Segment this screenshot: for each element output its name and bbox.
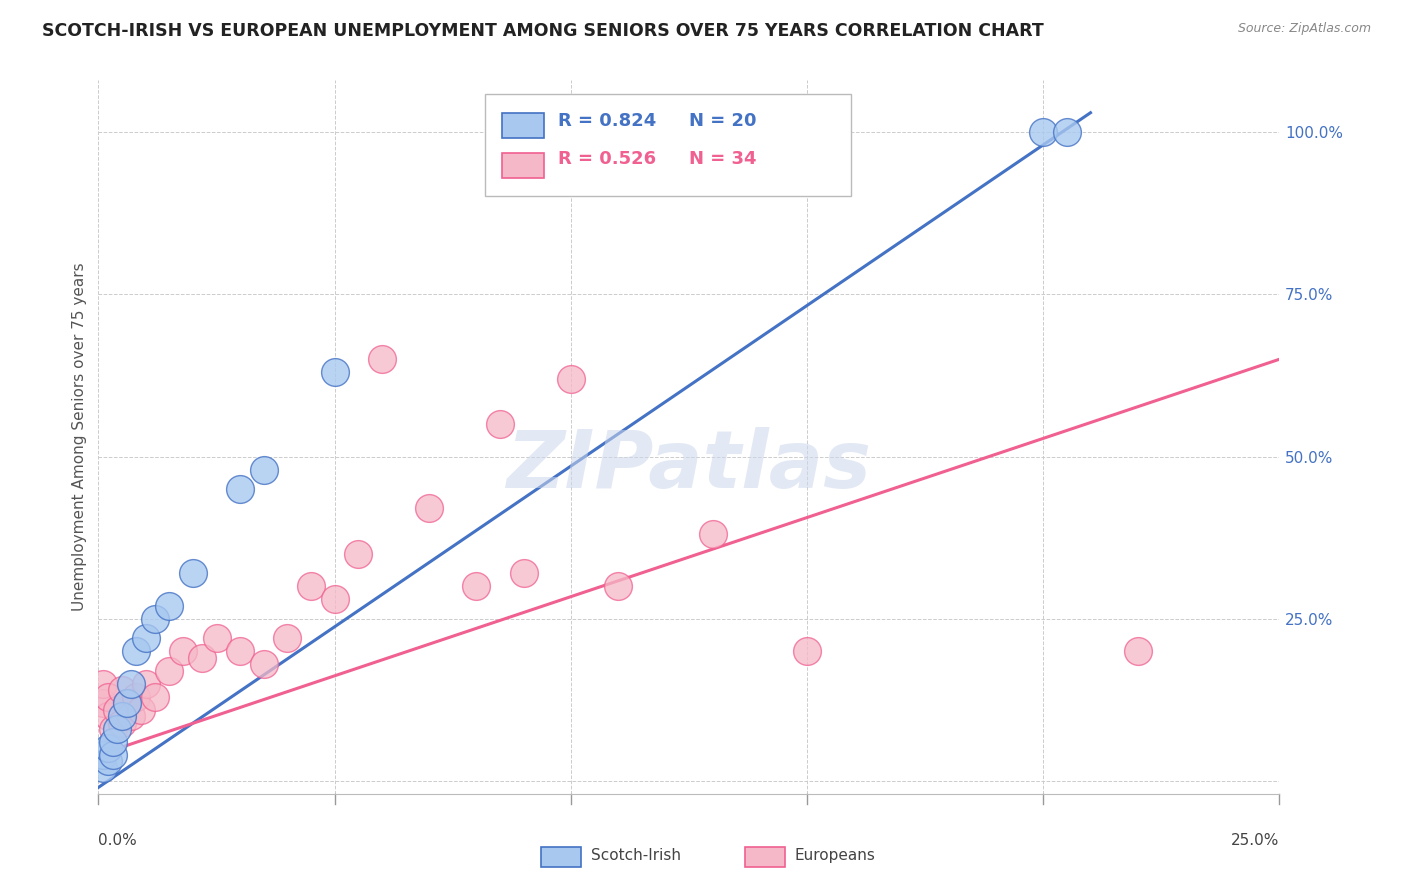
Point (91, 676, 114, 690)
FancyBboxPatch shape (745, 847, 785, 867)
Point (702, 527, 724, 541)
Text: SCOTCH-IRISH VS EUROPEAN UNEMPLOYMENT AMONG SENIORS OVER 75 YEARS CORRELATION CH: SCOTCH-IRISH VS EUROPEAN UNEMPLOYMENT AM… (42, 22, 1043, 40)
Point (97, 709, 120, 723)
Text: Scotch-Irish: Scotch-Irish (591, 848, 681, 863)
Point (91, 747, 114, 762)
Point (323, 365, 346, 379)
Point (157, 599, 180, 613)
Point (465, 579, 488, 593)
Point (347, 547, 370, 561)
Point (135, 676, 157, 690)
Point (101, 747, 124, 762)
Point (115, 696, 138, 710)
Point (276, 631, 298, 645)
Point (371, 352, 394, 367)
Point (489, 417, 512, 431)
Text: N = 20: N = 20 (689, 112, 756, 129)
Point (229, 482, 252, 496)
Point (111, 715, 134, 730)
Point (205, 631, 228, 645)
Point (121, 709, 143, 723)
Point (181, 566, 204, 581)
Point (172, 644, 194, 658)
Point (121, 676, 143, 690)
Point (191, 650, 214, 665)
Point (97, 741, 120, 756)
Point (1056, 125, 1078, 139)
Point (323, 592, 346, 607)
Point (607, 579, 630, 593)
Text: 25.0%: 25.0% (1232, 833, 1279, 847)
FancyBboxPatch shape (502, 153, 544, 178)
Text: N = 34: N = 34 (689, 150, 756, 168)
Point (101, 735, 124, 749)
Point (157, 664, 180, 678)
Point (143, 612, 166, 626)
Point (253, 657, 276, 672)
Point (97, 690, 120, 704)
Point (91, 761, 114, 775)
Text: Europeans: Europeans (794, 848, 876, 863)
Point (418, 501, 440, 516)
Point (1032, 125, 1054, 139)
Point (229, 644, 252, 658)
Y-axis label: Unemployment Among Seniors over 75 years: Unemployment Among Seniors over 75 years (72, 263, 87, 611)
Text: R = 0.824: R = 0.824 (558, 112, 657, 129)
Point (135, 631, 157, 645)
Point (111, 709, 134, 723)
Point (105, 702, 128, 716)
Point (143, 690, 166, 704)
Point (796, 644, 818, 658)
FancyBboxPatch shape (541, 847, 581, 867)
Point (129, 702, 152, 716)
Point (560, 372, 582, 386)
Point (125, 690, 148, 704)
Point (97, 755, 120, 769)
Point (101, 722, 124, 736)
Text: Source: ZipAtlas.com: Source: ZipAtlas.com (1237, 22, 1371, 36)
FancyBboxPatch shape (502, 113, 544, 138)
Point (299, 579, 322, 593)
Point (115, 696, 138, 710)
Point (1126, 644, 1149, 658)
FancyBboxPatch shape (485, 94, 851, 196)
Point (111, 683, 134, 698)
Text: R = 0.526: R = 0.526 (558, 150, 657, 168)
Point (253, 462, 276, 476)
Point (125, 644, 148, 658)
Text: 0.0%: 0.0% (98, 833, 138, 847)
Point (91, 696, 114, 710)
Text: ZIPatlas: ZIPatlas (506, 426, 872, 505)
Point (105, 722, 128, 736)
Point (512, 566, 534, 581)
